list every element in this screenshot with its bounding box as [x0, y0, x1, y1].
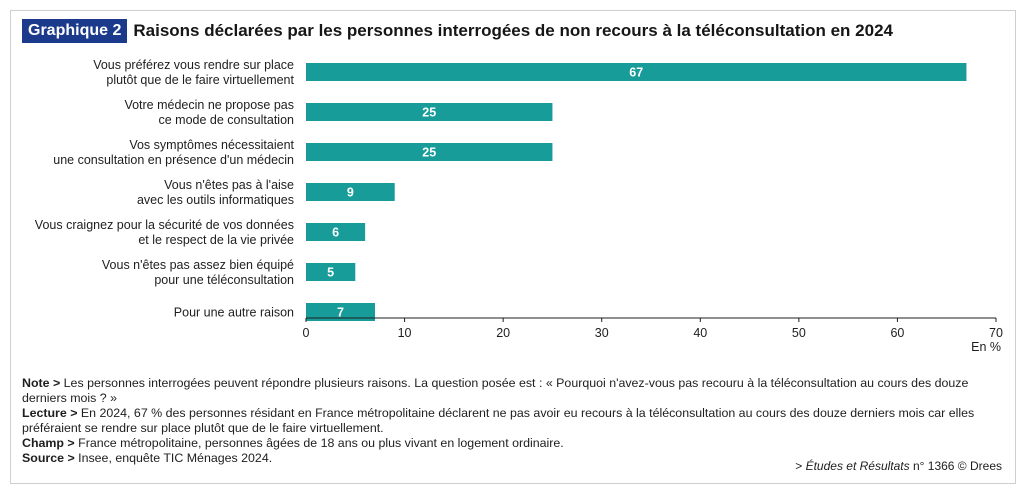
source-label: Source >	[22, 451, 75, 465]
x-tick-label-1: 10	[398, 326, 412, 340]
category-label-5-0: Vous n'êtes pas assez bien équipé	[102, 258, 294, 272]
credit-suffix: n° 1366 © Drees	[909, 459, 1002, 473]
x-tick-label-4: 40	[693, 326, 707, 340]
champ-text: France métropolitaine, personnes âgées d…	[74, 436, 564, 450]
lecture-paragraph: Lecture > En 2024, 67 % des personnes ré…	[22, 406, 1012, 436]
figure-frame	[10, 10, 1016, 484]
bar-6	[306, 303, 375, 321]
x-axis-unit-label: En %	[971, 340, 1001, 354]
bar-2	[306, 143, 553, 161]
figure-badge: Graphique 2	[22, 19, 128, 43]
x-tick-label-5: 50	[792, 326, 806, 340]
bar-value-label-2: 25	[422, 146, 436, 160]
bar-1	[306, 103, 553, 121]
bar-value-label-0: 67	[629, 66, 643, 80]
credit-prefix: >	[795, 459, 806, 473]
note-label: Note >	[22, 376, 61, 390]
bar-value-label-5: 5	[327, 266, 334, 280]
lecture-text: En 2024, 67 % des personnes résidant en …	[22, 406, 975, 435]
x-tick-label-3: 30	[595, 326, 609, 340]
category-label-0-1: plutôt que de le faire virtuellement	[106, 73, 294, 87]
credit-publication: Études et Résultats	[805, 459, 910, 473]
category-label-2-0: Vos symptômes nécessitaient	[129, 138, 294, 152]
bar-3	[306, 183, 395, 201]
figure-notes: Note > Les personnes interrogées peuvent…	[22, 376, 1012, 466]
category-label-1-1: ce mode de consultation	[158, 113, 294, 127]
bar-value-label-4: 6	[332, 226, 339, 240]
source-paragraph: Source > Insee, enquête TIC Ménages 2024…	[22, 451, 1012, 466]
category-label-4-1: et le respect de la vie privée	[138, 233, 294, 247]
bar-5	[306, 263, 356, 281]
category-label-4-0: Vous craignez pour la sécurité de vos do…	[35, 218, 294, 232]
category-label-0-0: Vous préférez vous rendre sur place	[93, 58, 294, 72]
x-tick-label-2: 20	[496, 326, 510, 340]
category-label-3-1: avec les outils informatiques	[137, 193, 294, 207]
x-tick-label-7: 70	[989, 326, 1003, 340]
bar-value-label-6: 7	[337, 306, 344, 320]
source-text: Insee, enquête TIC Ménages 2024.	[74, 451, 273, 465]
category-label-6-0: Pour une autre raison	[174, 306, 294, 320]
bar-value-label-1: 25	[422, 106, 436, 120]
publication-credit: > Études et Résultats n° 1366 © Drees	[795, 459, 1002, 473]
bar-0	[306, 63, 967, 81]
champ-paragraph: Champ > France métropolitaine, personnes…	[22, 436, 1012, 451]
chart-title: Raisons déclarées par les personnes inte…	[133, 21, 893, 40]
figure-header: Graphique 2 Raisons déclarées par les pe…	[22, 18, 893, 44]
category-label-3-0: Vous n'êtes pas à l'aise	[164, 178, 294, 192]
category-label-5-1: pour une téléconsultation	[154, 273, 294, 287]
category-label-1-0: Votre médecin ne propose pas	[124, 98, 294, 112]
champ-label: Champ >	[22, 436, 75, 450]
x-tick-label-0: 0	[303, 326, 310, 340]
lecture-label: Lecture >	[22, 406, 78, 420]
x-tick-label-6: 60	[890, 326, 904, 340]
category-label-2-1: une consultation en présence d'un médeci…	[53, 153, 294, 167]
note-text: Les personnes interrogées peuvent répond…	[22, 376, 969, 405]
bar-value-label-3: 9	[347, 186, 354, 200]
bar-4	[306, 223, 366, 241]
note-paragraph: Note > Les personnes interrogées peuvent…	[22, 376, 1012, 406]
